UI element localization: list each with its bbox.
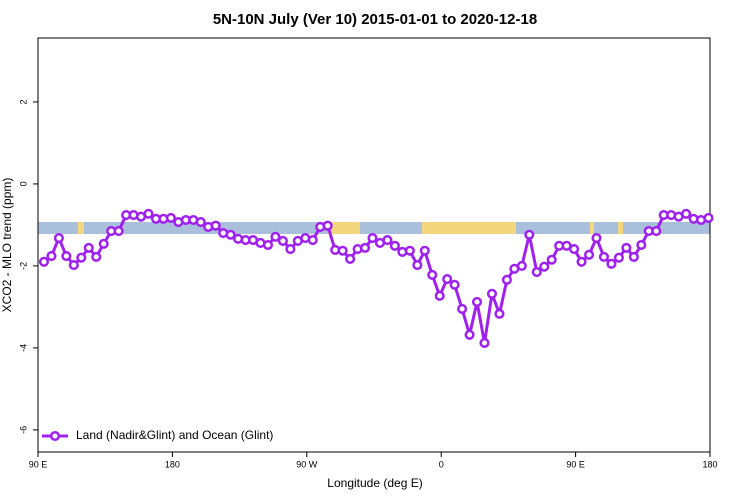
data-point — [464, 329, 475, 340]
legend-marker — [49, 430, 61, 442]
data-point — [636, 239, 647, 251]
data-point — [337, 245, 348, 256]
land-ocean-strip — [38, 222, 710, 234]
data-point — [681, 208, 692, 219]
data-point — [494, 308, 505, 319]
data-point — [531, 267, 542, 278]
data-point — [569, 244, 580, 255]
data-point — [591, 232, 602, 244]
data-point — [434, 290, 445, 301]
data-point — [225, 229, 236, 240]
data-point — [449, 279, 460, 290]
data-point — [576, 256, 587, 267]
data-point — [479, 337, 490, 349]
data-point — [38, 256, 50, 267]
x-tick-label: 180 — [702, 459, 717, 469]
data-point — [91, 251, 102, 262]
y-tick-label: 0 — [18, 181, 28, 186]
data-point — [583, 249, 595, 260]
data-point — [516, 260, 527, 271]
data-point — [270, 231, 281, 242]
plot-frame — [37, 37, 711, 453]
x-tick-label: 90 W — [296, 459, 318, 469]
chart-title: 5N-10N July (Ver 10) 2015-01-01 to 2020-… — [213, 11, 537, 28]
x-tick-label: 0 — [439, 459, 444, 469]
data-point — [442, 273, 453, 285]
data-point — [598, 251, 610, 262]
data-point — [53, 232, 64, 244]
data-point — [76, 252, 87, 263]
data-point — [539, 261, 550, 272]
data-point — [651, 226, 662, 237]
data-point — [322, 220, 333, 231]
data-point — [277, 235, 288, 246]
legend-label: Land (Nadir&Glint) and Ocean (Glint) — [76, 428, 273, 442]
data-point — [471, 296, 483, 308]
y-tick-label: -6 — [18, 426, 28, 434]
data-point — [382, 235, 393, 246]
data-point — [359, 242, 371, 253]
x-tick-label: 180 — [165, 459, 180, 469]
data-point — [404, 245, 415, 256]
data-point — [419, 245, 430, 256]
data-point — [68, 260, 79, 271]
data-point — [546, 254, 557, 265]
data-point — [501, 274, 512, 285]
data-point — [61, 251, 72, 262]
x-tick-label: 90 E — [566, 459, 585, 469]
data-point — [703, 212, 714, 223]
data-point — [367, 232, 378, 244]
data-point — [427, 269, 438, 280]
data-point — [113, 226, 124, 237]
data-point — [628, 251, 639, 262]
data-point — [165, 212, 176, 223]
data-point — [345, 253, 356, 264]
data-point — [613, 252, 624, 263]
x-tick-label: 90 E — [29, 459, 48, 469]
data-point — [524, 229, 535, 240]
data-point — [262, 239, 274, 251]
y-tick-label: 2 — [18, 99, 28, 104]
data-point — [143, 208, 154, 219]
x-axis-label: Longitude (deg E) — [327, 476, 422, 490]
data-point — [389, 240, 400, 251]
data-point — [210, 220, 221, 231]
data-point — [307, 235, 318, 246]
y-axis-label: XCO2 - MLO trend (ppm) — [0, 178, 14, 313]
data-point — [486, 288, 498, 299]
data-point — [98, 238, 109, 249]
data-point — [83, 242, 94, 253]
data-point — [606, 258, 617, 269]
data-point — [195, 216, 206, 228]
y-tick-label: -2 — [18, 262, 28, 270]
data-point — [46, 251, 57, 262]
data-point — [457, 303, 468, 314]
y-tick-label: -4 — [18, 344, 28, 352]
data-point — [412, 260, 423, 271]
data-point — [285, 244, 296, 255]
data-point — [621, 242, 632, 253]
